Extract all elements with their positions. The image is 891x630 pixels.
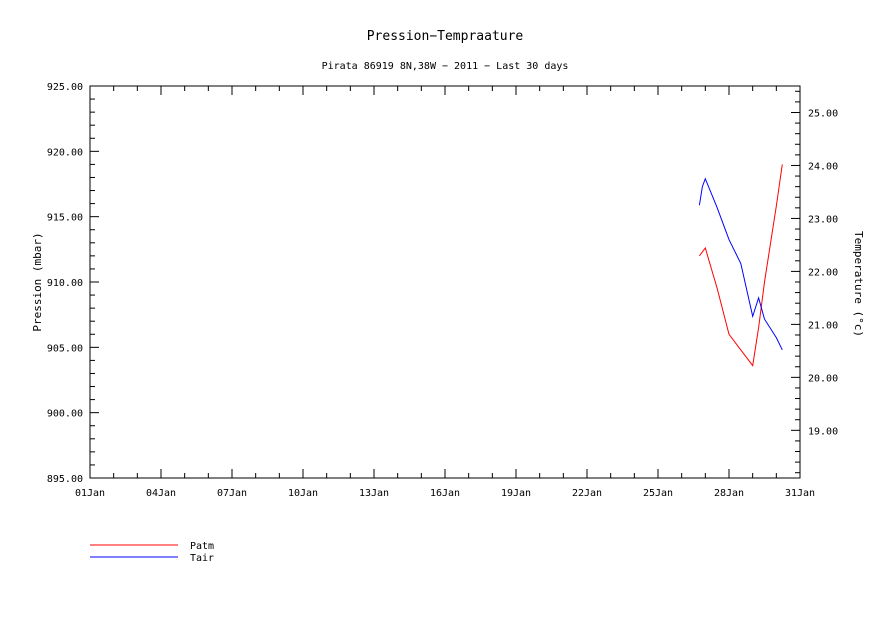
x-tick-label: 04Jan — [146, 488, 176, 499]
series-line-patm — [698, 164, 783, 367]
y-left-tick-label: 895.00 — [47, 474, 83, 485]
plot-area — [89, 85, 801, 479]
legend-label-tair: Tair — [190, 553, 214, 564]
x-tick-label: 19Jan — [501, 488, 531, 499]
y-left-tick-label: 900.00 — [47, 409, 83, 420]
y-right-tick-label: 20.00 — [808, 373, 838, 384]
x-tick-label: 10Jan — [288, 488, 318, 499]
y-right-tick-label: 19.00 — [808, 426, 838, 437]
series-line-tair — [698, 177, 783, 351]
y-left-axis: 895.00 900.00 905.00 910.00 915.00 920.00 925.… — [47, 82, 99, 485]
y-right-tick-label: 24.00 — [808, 161, 838, 172]
y-right-label: Temperature (°c) — [852, 231, 865, 337]
legend-label-patm: Patm — [190, 541, 214, 552]
y-left-tick-label: 910.00 — [47, 278, 83, 289]
x-tick-label: 22Jan — [572, 488, 602, 499]
y-right-tick-label: 25.00 — [808, 108, 838, 119]
y-left-tick-label: 915.00 — [47, 213, 83, 224]
x-tick-label: 01Jan — [75, 488, 105, 499]
x-tick-label: 07Jan — [217, 488, 247, 499]
y-right-tick-label: 23.00 — [808, 214, 838, 225]
x-tick-label: 28Jan — [714, 488, 744, 499]
x-axis: 01Jan 04Jan 07Jan 10Jan 13Jan 16Jan 19Jan 22Jan… — [75, 86, 815, 499]
series-layer — [698, 164, 783, 367]
y-right-axis: 19.00 20.00 21.00 22.00 23.00 24.00 25.00 — [791, 90, 838, 474]
chart-subtitle: Pirata 86919 8N,38W − 2011 − Last 30 day… — [322, 61, 569, 72]
plot-frame — [89, 85, 801, 479]
y-left-tick-label: 925.00 — [47, 82, 83, 93]
x-tick-label: 25Jan — [643, 488, 673, 499]
y-right-tick-label: 21.00 — [808, 320, 838, 331]
y-right-tick-label: 22.00 — [808, 267, 838, 278]
x-tick-label: 13Jan — [359, 488, 389, 499]
y-left-label: Pression (mbar) — [31, 232, 44, 331]
x-tick-label: 31Jan — [785, 488, 815, 499]
y-left-tick-label: 905.00 — [47, 343, 83, 354]
x-tick-label: 16Jan — [430, 488, 460, 499]
y-left-tick-label: 920.00 — [47, 147, 83, 158]
chart-title: Pression−Tempraature — [367, 29, 524, 44]
